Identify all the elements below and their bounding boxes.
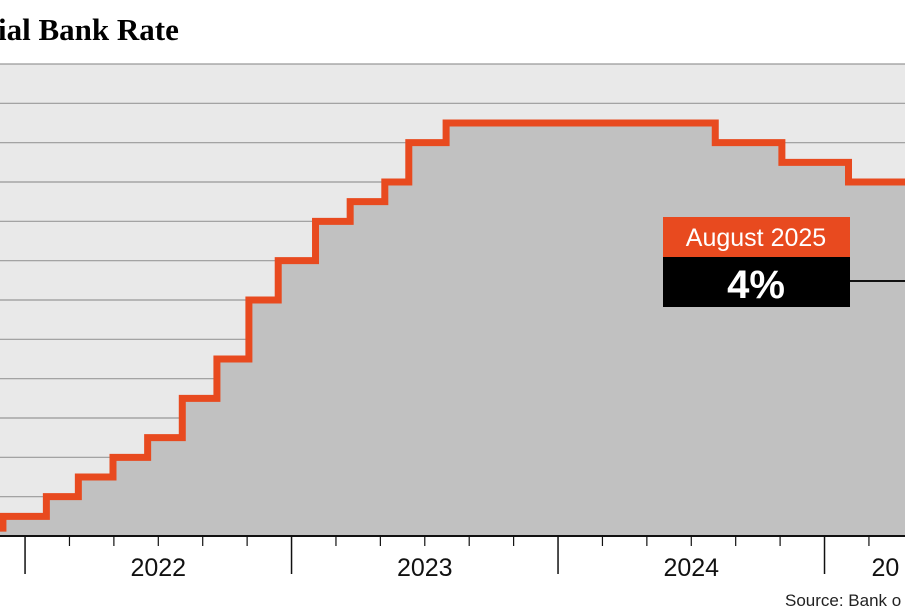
chart-title: ial Bank Rate — [0, 12, 179, 47]
source: Source: Bank o — [785, 591, 901, 610]
annotation-label-box — [663, 217, 850, 257]
x-tick-label: 2022 — [130, 554, 186, 582]
x-tick-label: 2024 — [663, 554, 719, 582]
x-tick-label: 20 — [872, 554, 900, 582]
annotation-value: 4% — [727, 263, 785, 307]
line — [0, 119, 905, 532]
x-tick-label: 2023 — [397, 554, 453, 582]
annotation-label: August 2025 — [686, 224, 826, 252]
annotation-value-box — [663, 257, 850, 307]
annotation: August 2025 4% — [663, 217, 905, 307]
